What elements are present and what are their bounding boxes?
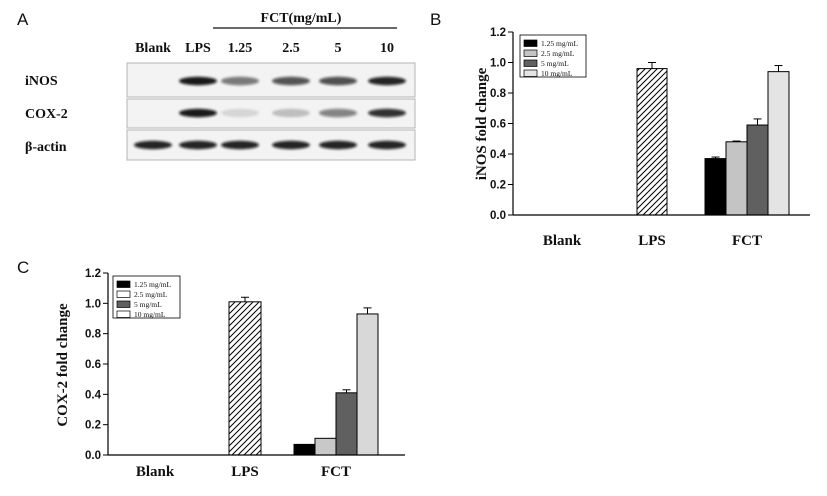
category-label: Blank bbox=[543, 233, 582, 249]
panel-label-b: B bbox=[430, 10, 442, 29]
bar bbox=[704, 158, 727, 216]
lane-label: 2.5 bbox=[282, 41, 300, 56]
y-tick-label: 1.2 bbox=[85, 268, 101, 280]
blot-membrane bbox=[126, 62, 416, 98]
category-label: FCT bbox=[732, 233, 762, 249]
blot-band bbox=[221, 108, 259, 118]
category-label: Blank bbox=[136, 464, 175, 480]
lane-label: 1.25 bbox=[228, 41, 253, 56]
blot-band bbox=[179, 76, 217, 86]
blot-band bbox=[368, 140, 406, 150]
bar bbox=[746, 124, 769, 216]
y-tick-label: 0.8 bbox=[85, 329, 102, 341]
panel-label-c: C bbox=[17, 258, 30, 277]
bar bbox=[725, 141, 748, 216]
legend-swatch bbox=[523, 59, 538, 67]
blot-band bbox=[368, 108, 406, 118]
lane-label: LPS bbox=[185, 41, 211, 56]
y-tick-label: 0.0 bbox=[85, 450, 101, 462]
blot-strip bbox=[126, 98, 416, 129]
panel-label-a: A bbox=[17, 10, 29, 29]
blot-band bbox=[134, 140, 172, 150]
fct-concentration-header: FCT(mg/mL) bbox=[261, 11, 342, 26]
legend-label: 10 mg/mL bbox=[134, 310, 166, 319]
blot-membrane bbox=[126, 129, 416, 161]
legend-label: 1.25 mg/mL bbox=[541, 39, 579, 48]
y-tick-label: 0.4 bbox=[490, 149, 507, 161]
blot-row-label: COX-2 bbox=[25, 107, 68, 122]
blot-band bbox=[368, 76, 406, 86]
y-axis-label: COX-2 fold change bbox=[55, 303, 71, 427]
cox2-fold-change-chart: 0.0 0.2 0.4 0.6 0.8 1.0 1.2 Blank LPS FCT COX-2 fo… bbox=[55, 268, 405, 480]
legend-swatch bbox=[116, 310, 131, 318]
blot-band bbox=[221, 140, 259, 150]
legend-swatch bbox=[116, 290, 131, 298]
blot-row-label: β-actin bbox=[25, 140, 67, 155]
lane-label: 5 bbox=[335, 41, 342, 56]
legend-label: 2.5 mg/mL bbox=[134, 290, 168, 299]
bar bbox=[314, 437, 337, 456]
y-tick-label: 0.2 bbox=[490, 180, 506, 192]
y-axis-label: iNOS fold change bbox=[474, 67, 490, 180]
legend-label: 10 mg/mL bbox=[541, 69, 573, 78]
category-label: LPS bbox=[638, 233, 666, 249]
bar bbox=[335, 392, 358, 456]
blot-strip bbox=[126, 62, 416, 98]
blot-band bbox=[319, 140, 357, 150]
legend-swatch bbox=[116, 280, 131, 288]
y-tick-label: 1.2 bbox=[490, 27, 506, 39]
blot-band bbox=[179, 108, 217, 118]
blot-band bbox=[319, 76, 357, 86]
blot-strip bbox=[126, 129, 416, 161]
western-blot-panel: FCT(mg/mL) Blank LPS 1.25 2.5 5 10 iNOS COX-2 β-a… bbox=[25, 11, 416, 161]
category-label: FCT bbox=[321, 464, 351, 480]
blot-band bbox=[179, 140, 217, 150]
lane-label: 10 bbox=[380, 41, 394, 56]
blot-band bbox=[272, 140, 310, 150]
bar bbox=[228, 301, 262, 456]
bar bbox=[293, 443, 316, 456]
blot-band bbox=[272, 76, 310, 86]
legend-label: 2.5 mg/mL bbox=[541, 49, 575, 58]
legend-swatch bbox=[523, 69, 538, 77]
y-tick-label: 0.6 bbox=[490, 119, 506, 131]
bar bbox=[767, 71, 790, 216]
lane-label: Blank bbox=[135, 41, 171, 56]
y-tick-label: 0.8 bbox=[490, 88, 507, 100]
legend-swatch bbox=[523, 49, 538, 57]
y-tick-label: 0.0 bbox=[490, 210, 506, 222]
bar bbox=[636, 68, 668, 216]
inos-fold-change-chart: 0.0 0.2 0.4 0.6 0.8 1.0 1.2 Blank LPS FCT iNOS fol… bbox=[474, 27, 810, 249]
legend-label: 5 mg/mL bbox=[541, 59, 569, 68]
blot-band bbox=[221, 76, 259, 86]
y-tick-label: 0.2 bbox=[85, 420, 101, 432]
blot-band bbox=[319, 108, 357, 118]
y-tick-label: 0.6 bbox=[85, 359, 101, 371]
y-tick-label: 1.0 bbox=[490, 58, 506, 70]
blot-band bbox=[272, 108, 310, 118]
bar bbox=[356, 313, 379, 456]
blot-membrane bbox=[126, 98, 416, 129]
legend-label: 1.25 mg/mL bbox=[134, 280, 172, 289]
legend-label: 5 mg/mL bbox=[134, 300, 162, 309]
legend-swatch bbox=[116, 300, 131, 308]
y-tick-label: 1.0 bbox=[85, 298, 101, 310]
category-label: LPS bbox=[231, 464, 259, 480]
y-tick-label: 0.4 bbox=[85, 389, 102, 401]
legend-swatch bbox=[523, 39, 538, 47]
blot-row-label: iNOS bbox=[25, 74, 58, 89]
